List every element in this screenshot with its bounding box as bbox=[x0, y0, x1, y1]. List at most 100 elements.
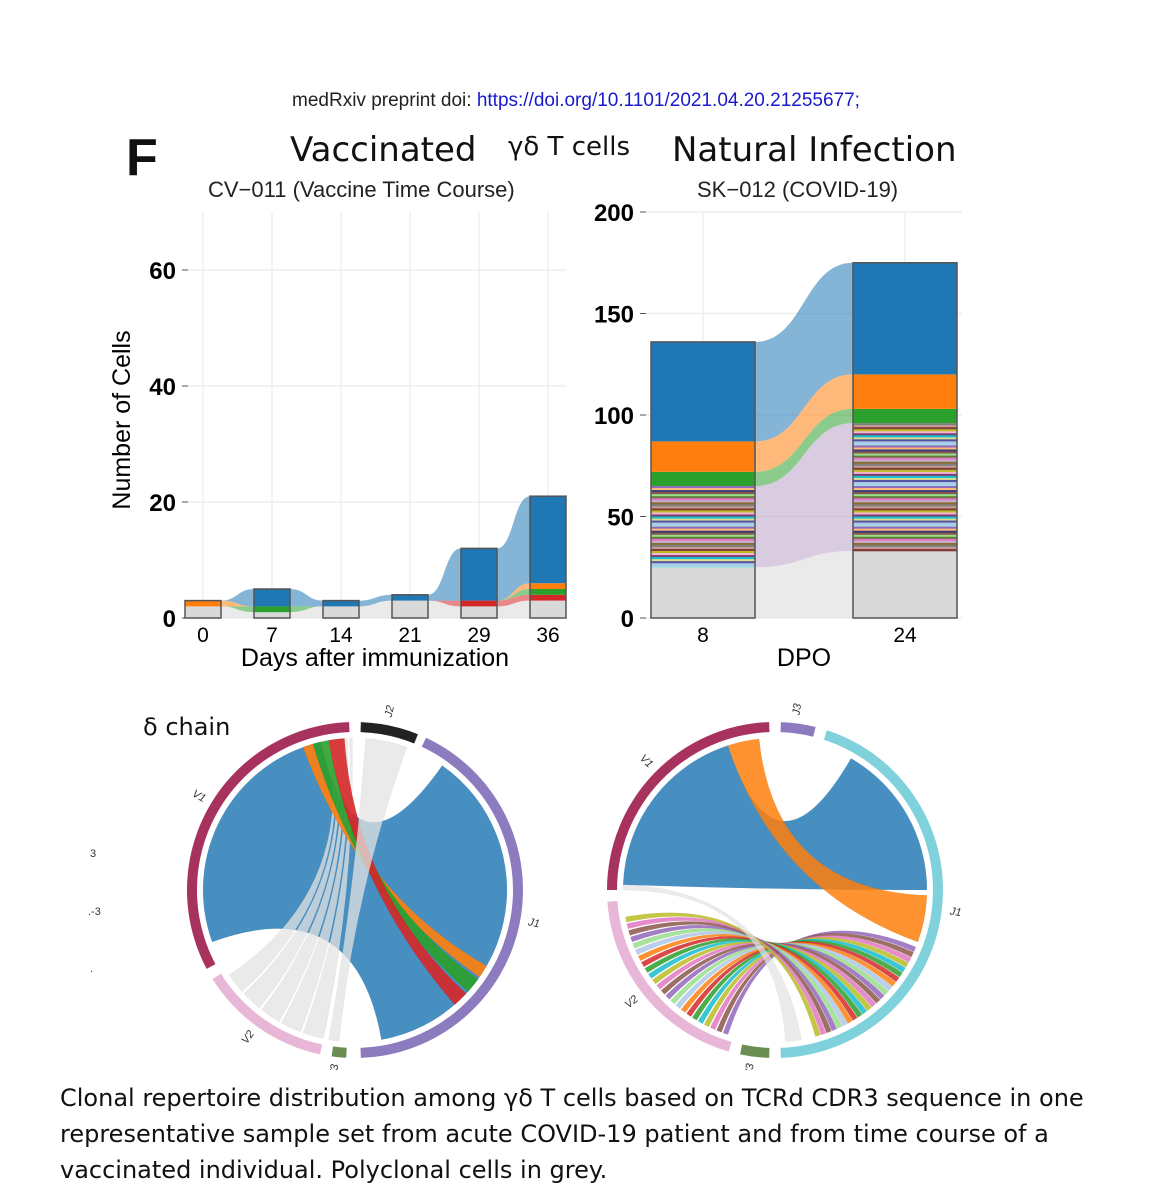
bar-segment-blue-clone bbox=[461, 548, 497, 601]
minor-clone-band bbox=[651, 502, 755, 505]
minor-clone-band bbox=[853, 540, 957, 544]
chord-segment-j2 bbox=[360, 722, 418, 744]
bar-segment-polyclonal bbox=[185, 606, 221, 618]
stray-mark: .-3 bbox=[88, 906, 101, 918]
minor-clone-band bbox=[853, 461, 957, 465]
flow-minor-clones bbox=[755, 423, 853, 568]
minor-clone-band bbox=[853, 544, 957, 548]
bar-segment-green-clone bbox=[254, 606, 290, 613]
minor-clone-band bbox=[853, 457, 957, 460]
minor-clone-band bbox=[853, 498, 957, 501]
delta-chain-label: δ chain bbox=[143, 713, 231, 741]
minor-clone-band bbox=[853, 465, 957, 469]
minor-clone-band bbox=[651, 526, 755, 529]
minor-clone-band bbox=[651, 488, 755, 491]
minor-clone-band bbox=[853, 532, 957, 536]
chord-diagram-natural: V1 J3 J1 V3 V2 bbox=[607, 702, 962, 1070]
x-tick-label: 36 bbox=[536, 624, 559, 647]
minor-clone-band bbox=[651, 528, 755, 532]
y-tick-label: 100 bbox=[594, 403, 634, 430]
minor-clone-band bbox=[651, 522, 755, 525]
minor-clone-band bbox=[853, 471, 957, 475]
title-cell-type: γδ T cells bbox=[508, 132, 630, 162]
flow-red-clone bbox=[428, 600, 461, 607]
x-tick-label: 7 bbox=[266, 624, 278, 647]
minor-clone-band bbox=[853, 431, 957, 434]
minor-clone-band bbox=[853, 530, 957, 534]
minor-clone-band bbox=[651, 498, 755, 501]
flow-blue-clone bbox=[755, 262, 853, 442]
minor-clone-band bbox=[853, 445, 957, 448]
minor-clone-band bbox=[651, 546, 755, 550]
bar-outline bbox=[184, 599, 222, 619]
chord-ribbon bbox=[644, 937, 863, 1018]
stray-mark: . bbox=[90, 963, 94, 975]
minor-clone-band bbox=[853, 538, 957, 542]
chord-segment-label: V1 bbox=[190, 788, 208, 805]
bar-outline bbox=[852, 262, 958, 619]
minor-clone-band bbox=[651, 520, 755, 523]
bar-outline bbox=[650, 341, 756, 619]
minor-clone-band bbox=[651, 504, 755, 507]
y-tick-label: 60 bbox=[149, 258, 176, 285]
title-natural-infection: Natural Infection bbox=[672, 130, 957, 170]
minor-clone-band bbox=[853, 492, 957, 495]
minor-clone-band bbox=[853, 536, 957, 540]
minor-clone-band bbox=[853, 516, 957, 519]
chord-segment-label: V3 bbox=[743, 1062, 757, 1070]
chord-ribbon bbox=[637, 933, 853, 1024]
flow-green-clone bbox=[290, 606, 323, 613]
stray-mark: 3 bbox=[90, 848, 97, 860]
doi-line: medRxiv preprint doi: https://doi.org/10… bbox=[0, 90, 1152, 112]
flow-blue-clone bbox=[497, 496, 530, 601]
alluvial-flows bbox=[221, 496, 530, 618]
minor-clone-band bbox=[853, 508, 957, 511]
minor-clone-band bbox=[853, 467, 957, 471]
minor-clone-band bbox=[651, 514, 755, 517]
minor-clone-band bbox=[853, 528, 957, 532]
bar-segment-red-clone bbox=[461, 600, 497, 607]
minor-clone-band bbox=[853, 548, 957, 552]
chord-ribbon bbox=[648, 939, 868, 1015]
chord-ribbon bbox=[640, 935, 858, 1021]
bar-segment-orange-clone bbox=[651, 441, 755, 472]
minor-clone-band bbox=[853, 463, 957, 467]
x-tick-label: 14 bbox=[329, 624, 353, 647]
flow-polyclonal bbox=[359, 600, 392, 618]
chord-segment-label: J3 bbox=[790, 702, 804, 717]
bar-outline bbox=[322, 599, 360, 619]
chord-segment-v1 bbox=[186, 722, 350, 969]
axes: 0 20 40 60 0 7 14 21 29 36 bbox=[149, 258, 559, 647]
minor-clone-band bbox=[651, 496, 755, 499]
doi-link[interactable]: https://doi.org/10.1101/2021.04.20.21255… bbox=[476, 90, 860, 111]
bar-outline bbox=[529, 495, 567, 619]
chord-ribbon bbox=[634, 931, 848, 1027]
chord-diagram-vaccinated: V1 J2 J1 V3 V2 bbox=[186, 704, 541, 1070]
minor-clone-band bbox=[853, 451, 957, 454]
minor-clone-band bbox=[853, 496, 957, 499]
bar-outline bbox=[391, 594, 429, 619]
minor-clone-band bbox=[853, 449, 957, 452]
minor-clone-band bbox=[651, 538, 755, 542]
minor-clone-band bbox=[651, 548, 755, 552]
chord-segment-label: V2 bbox=[239, 1028, 257, 1046]
bar-outline bbox=[253, 588, 291, 619]
minor-clone-band bbox=[853, 506, 957, 509]
bar-segment-orange-clone bbox=[185, 600, 221, 607]
bar-segment-green-clone bbox=[530, 589, 566, 595]
minor-clone-band bbox=[853, 441, 957, 444]
bar-segment-blue-clone bbox=[254, 589, 290, 607]
minor-clone-band bbox=[651, 563, 755, 566]
bar-outline bbox=[460, 547, 498, 619]
bar-segment-green-clone bbox=[853, 408, 957, 424]
minor-clone-band bbox=[853, 425, 957, 428]
minor-clone-band bbox=[651, 551, 755, 554]
minor-clone-band bbox=[853, 469, 957, 473]
title-vaccinated: Vaccinated bbox=[290, 130, 477, 170]
chord-segment-v3 bbox=[331, 1046, 347, 1058]
minor-clone-band bbox=[853, 512, 957, 515]
minor-clone-band bbox=[853, 534, 957, 538]
flow-blue-clone bbox=[428, 548, 461, 601]
minor-clone-band bbox=[853, 437, 957, 440]
minor-clone-band bbox=[651, 530, 755, 534]
